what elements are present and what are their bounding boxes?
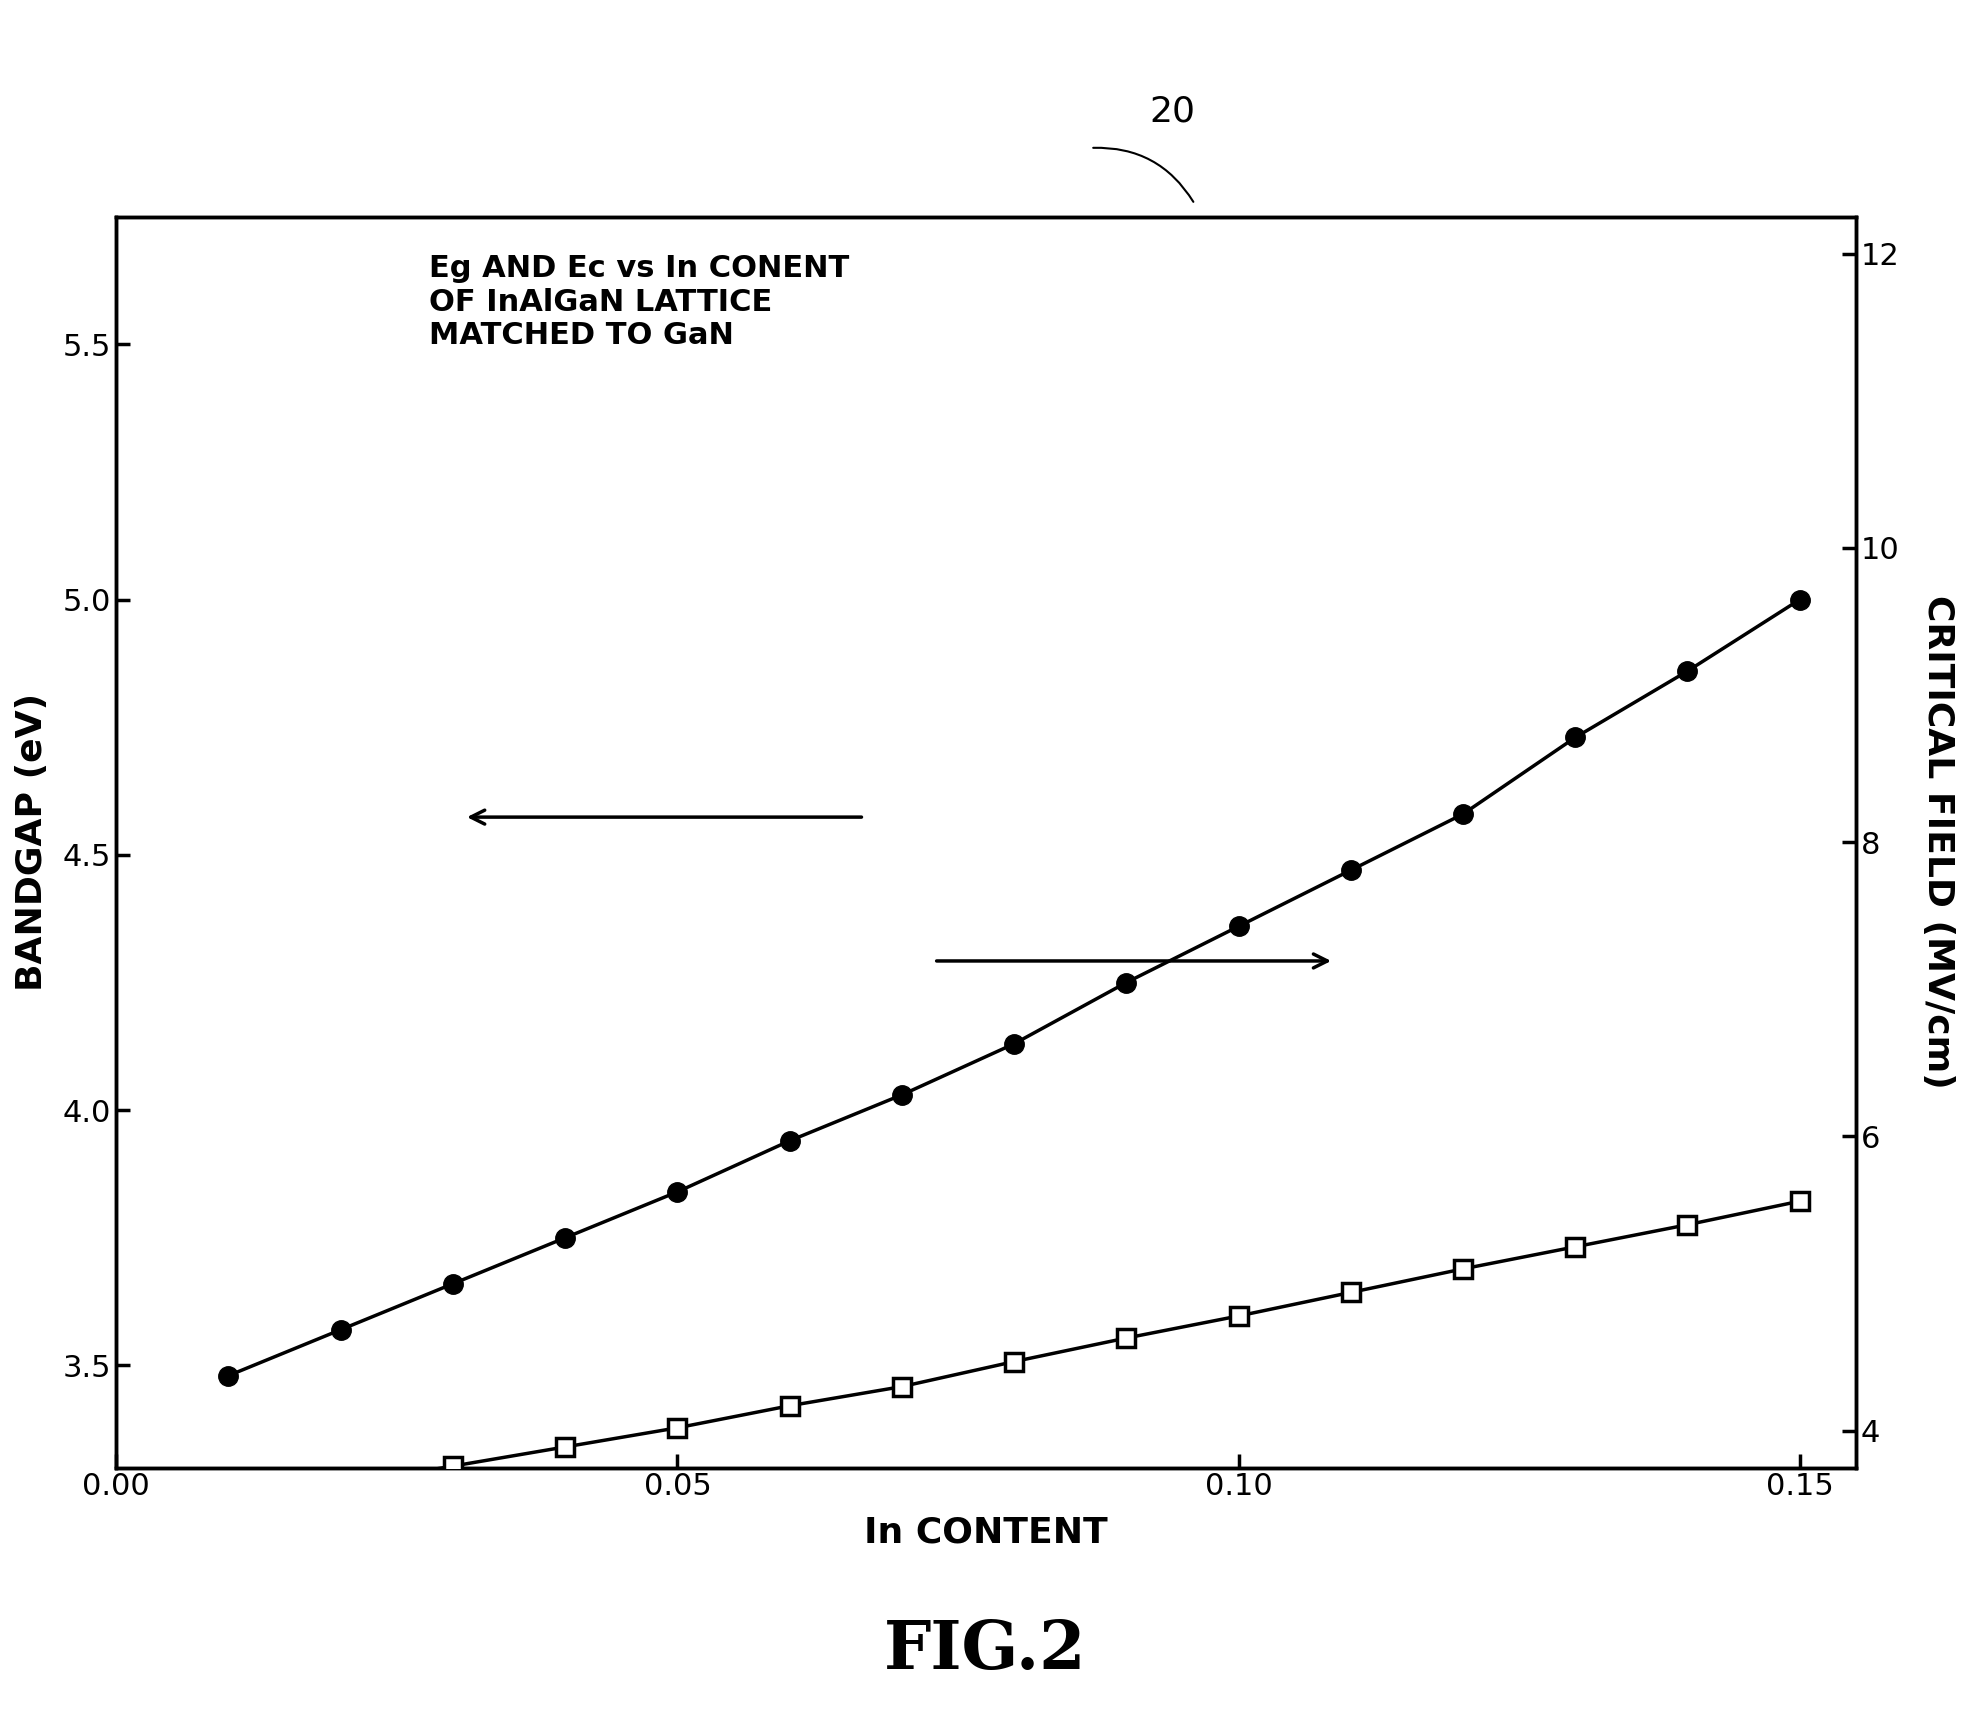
X-axis label: In CONTENT: In CONTENT [865,1514,1107,1549]
Text: FIG.2: FIG.2 [885,1618,1085,1683]
Y-axis label: BANDGAP (eV): BANDGAP (eV) [16,693,49,992]
Text: 20: 20 [1149,95,1196,129]
Text: Eg AND Ec vs In CONENT
OF InAlGaN LATTICE
MATCHED TO GaN: Eg AND Ec vs In CONENT OF InAlGaN LATTIC… [429,254,849,351]
Y-axis label: CRITICAL FIELD (MV/cm): CRITICAL FIELD (MV/cm) [1921,595,1954,1090]
